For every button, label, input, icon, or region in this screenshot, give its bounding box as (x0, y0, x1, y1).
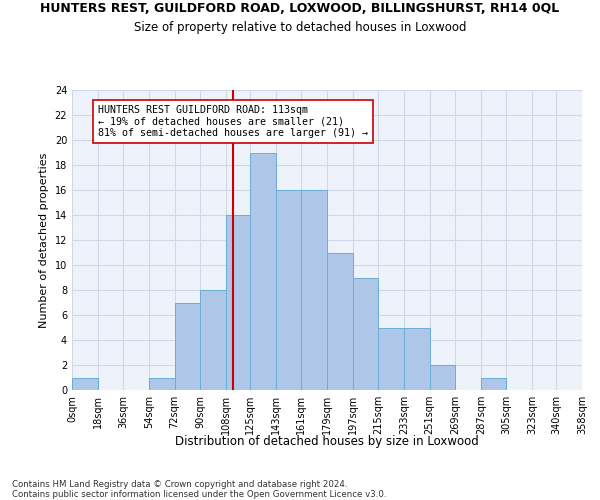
Bar (72, 378, 98, 390)
Bar (378, 328, 404, 390)
Bar (404, 328, 430, 390)
Bar (327, 252, 353, 390)
Bar (481, 378, 506, 390)
Bar (200, 290, 226, 390)
Text: HUNTERS REST, GUILDFORD ROAD, LOXWOOD, BILLINGSHURST, RH14 0QL: HUNTERS REST, GUILDFORD ROAD, LOXWOOD, B… (40, 2, 560, 16)
Bar (226, 215, 250, 390)
Text: Size of property relative to detached houses in Loxwood: Size of property relative to detached ho… (134, 21, 466, 34)
Bar (276, 190, 301, 390)
Bar (353, 278, 378, 390)
Y-axis label: Number of detached properties: Number of detached properties (39, 152, 49, 328)
Bar (175, 302, 200, 390)
Bar (430, 365, 455, 390)
Bar (301, 190, 327, 390)
Text: Contains HM Land Registry data © Crown copyright and database right 2024.
Contai: Contains HM Land Registry data © Crown c… (12, 480, 386, 499)
Bar (250, 152, 276, 390)
Text: HUNTERS REST GUILDFORD ROAD: 113sqm
← 19% of detached houses are smaller (21)
81: HUNTERS REST GUILDFORD ROAD: 113sqm ← 19… (98, 105, 368, 138)
Text: Distribution of detached houses by size in Loxwood: Distribution of detached houses by size … (175, 435, 479, 448)
Bar (149, 378, 175, 390)
